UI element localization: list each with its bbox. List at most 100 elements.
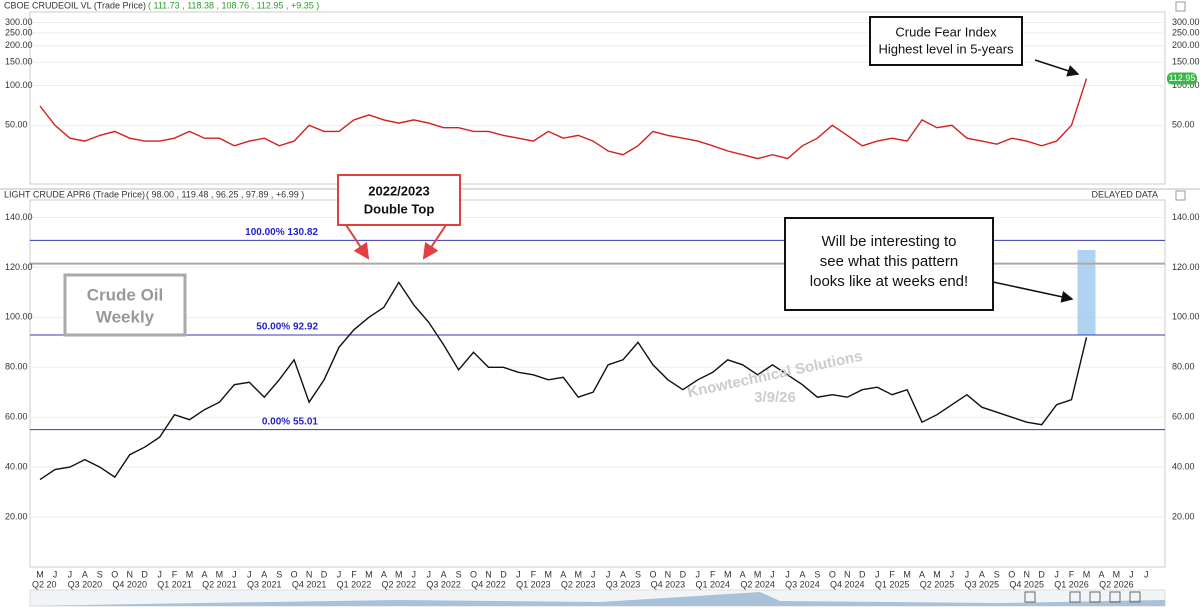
toolbar [1024,591,1141,603]
x-tick-label: S [994,569,1000,579]
quarter-label: Q4 2023 [651,579,686,589]
x-tick-label: J [68,569,73,579]
delayed-note: DELAYED DATA [1091,189,1158,199]
quarter-label: Q2 2022 [382,579,417,589]
x-tick-label: M [724,569,732,579]
y-tick-label: 60.00 [5,412,28,422]
quarter-label: Q3 2020 [68,579,103,589]
quarter-label: Q3 2025 [965,579,1000,589]
tool-icon[interactable] [1089,591,1101,603]
quarter-label: Q1 2025 [875,579,910,589]
y-tick-label: 140.00 [5,212,33,222]
close-icon[interactable] [1175,1,1186,12]
x-tick-label: O [829,569,836,579]
y-tick-label: 150.00 [1172,57,1200,67]
y-tick-label: 140.00 [1172,212,1200,222]
y-tick-label: 120.00 [5,262,33,272]
quarter-label: Q2 2024 [740,579,775,589]
x-tick-label: J [696,569,701,579]
x-tick-label: J [875,569,880,579]
quarter-label: Q1 2022 [337,579,372,589]
quarter-label: Q4 2022 [471,579,506,589]
quarter-label: Q1 2023 [516,579,551,589]
y-tick-label: 50.00 [1172,120,1195,130]
tool-icon[interactable] [1069,591,1081,603]
fib-label: 0.00% 55.01 [262,416,319,427]
x-tick-label: J [785,569,790,579]
x-tick-label: S [276,569,282,579]
x-tick-label: S [97,569,103,579]
quarter-label: Q2 2025 [920,579,955,589]
upper-ohlc: ( 111.73 , 118.38 , 108.76 , 112.95 , +9… [148,0,319,10]
watermark: 3/9/26 [754,389,796,406]
x-tick-label: M [545,569,553,579]
x-tick-label: A [82,569,88,579]
arrow [345,224,370,260]
x-tick-label: M [216,569,224,579]
close-icon[interactable] [1175,190,1186,201]
x-tick-label: J [965,569,970,579]
price-tag [1167,72,1197,85]
tool-icon[interactable] [1024,591,1036,603]
x-tick-label: J [770,569,775,579]
x-tick-label: A [620,569,626,579]
x-tick-label: J [950,569,955,579]
price-line [39,281,1088,481]
x-tick-label: D [141,569,148,579]
x-tick-label: J [247,569,252,579]
label-box [63,273,187,337]
price-line [39,78,1088,160]
lower-title: LIGHT CRUDE APR6 (Trade Price) [4,189,145,199]
y-tick-label: 200.00 [5,40,33,50]
y-tick-label: 300.00 [1172,17,1200,27]
y-tick-label: 40.00 [1172,462,1195,472]
x-tick-label: J [412,569,417,579]
y-tick-label: 40.00 [5,462,28,472]
quarter-label: Q4 2024 [830,579,865,589]
tool-icon[interactable] [1109,591,1121,603]
y-tick-label: 300.00 [5,17,33,27]
quarter-label: Q1 2026 [1054,579,1089,589]
tool-icon[interactable] [1129,591,1141,603]
quarter-label: Q3 2021 [247,579,282,589]
x-tick-label: M [903,569,911,579]
x-tick-label: N [306,569,313,579]
x-tick-label: J [232,569,237,579]
x-tick-label: M [186,569,194,579]
annotation: Crude Oil [87,285,164,304]
price-tag-label: 112.95 [1169,73,1196,83]
annotation: Double Top [364,201,435,216]
lower-ohlc: ( 98.00 , 119.48 , 96.25 , 97.89 , +6.99… [146,189,304,199]
fear-callout [869,16,1023,66]
x-tick-label: A [261,569,267,579]
x-tick-label: D [500,569,507,579]
quarter-label: Q2 2023 [561,579,596,589]
navigator-area [30,592,1165,606]
x-tick-label: A [919,569,925,579]
x-tick-label: N [485,569,492,579]
pattern-callout [784,217,994,311]
x-tick-label: S [456,569,462,579]
quarter-label: Q2 20 [32,579,57,589]
y-tick-label: 250.00 [1172,27,1200,37]
quarter-label: Q4 2025 [1009,579,1044,589]
x-tick-label: J [516,569,521,579]
x-tick-label: J [606,569,611,579]
quarter-label: Q3 2024 [785,579,820,589]
x-tick-label: A [441,569,447,579]
x-tick-label: F [1069,569,1075,579]
x-tick-label: D [1038,569,1045,579]
x-tick-label: N [665,569,672,579]
quarter-label: Q1 2021 [157,579,192,589]
x-tick-label: D [680,569,687,579]
x-tick-label: J [1144,569,1149,579]
quarter-label: Q3 2022 [426,579,461,589]
x-tick-label: O [111,569,118,579]
y-tick-label: 50.00 [5,120,28,130]
x-tick-label: N [1023,569,1030,579]
x-tick-label: M [1113,569,1121,579]
fib-label: 50.00% 92.92 [256,322,318,333]
